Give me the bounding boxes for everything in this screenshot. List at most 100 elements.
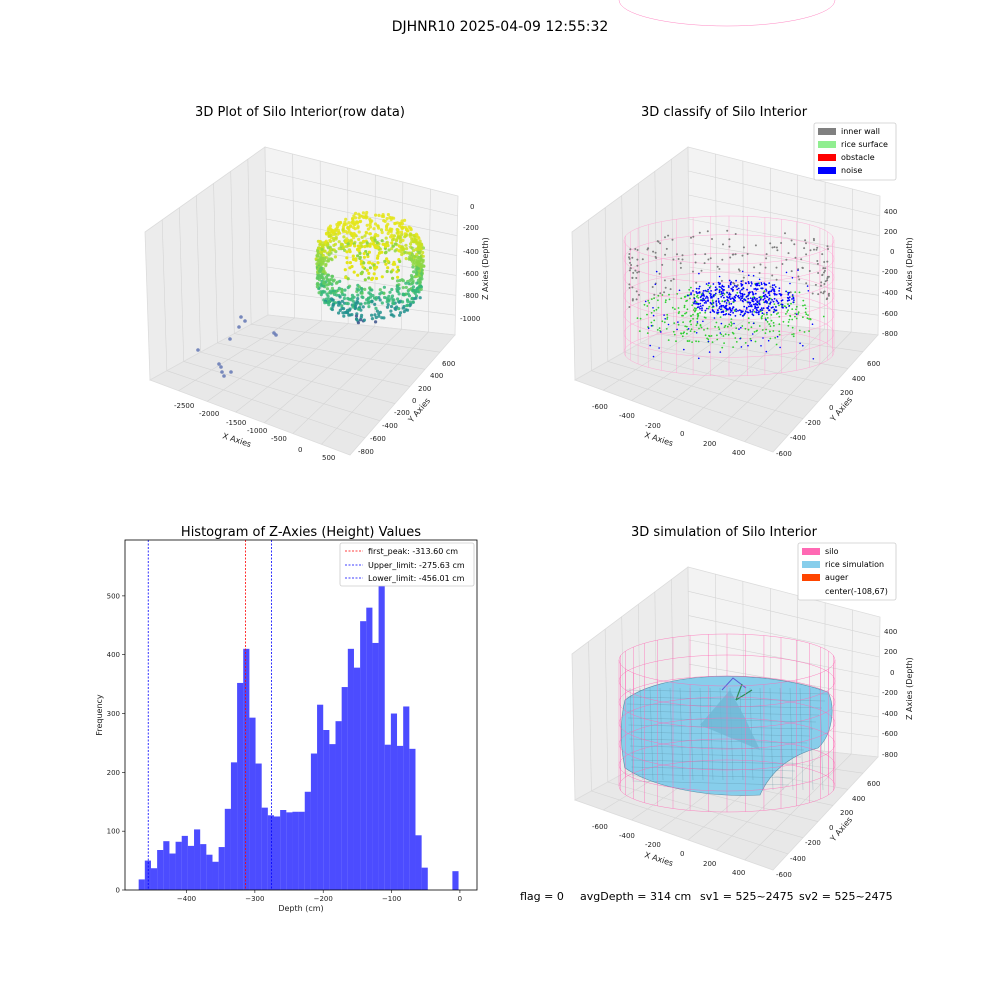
scatter-point: [397, 244, 401, 248]
inner-wall-point: [636, 264, 639, 267]
legend-swatch: [802, 574, 820, 581]
noise-point: [728, 303, 731, 305]
inner-wall-point: [793, 243, 796, 246]
scatter-point: [345, 256, 349, 260]
noise-point: [752, 274, 755, 277]
scatter-point: [330, 274, 334, 278]
rice-surface-point: [681, 335, 684, 338]
inner-wall-point: [661, 263, 664, 266]
scatter-point: [382, 285, 386, 289]
rice-surface-point: [688, 288, 691, 291]
inner-wall-point: [731, 253, 734, 256]
inner-wall-point: [737, 268, 740, 271]
noise-point: [714, 292, 717, 295]
rice-surface-point: [636, 317, 639, 319]
rice-surface-point: [685, 311, 688, 314]
noise-point: [734, 284, 736, 287]
scatter-point: [389, 270, 393, 274]
rice-surface-point: [734, 337, 737, 339]
scatter-point: [420, 277, 424, 281]
rice-surface-point: [718, 288, 721, 291]
rice-surface-point: [680, 332, 682, 335]
inner-wall-point: [681, 258, 684, 261]
rice-surface-point: [769, 337, 772, 340]
rice-surface-point: [646, 305, 649, 307]
scatter-point: [345, 301, 349, 306]
noise-point: [677, 321, 679, 323]
scatter-point: [411, 289, 415, 293]
noise-point: [732, 289, 734, 291]
scatter-point: [373, 222, 378, 226]
rice-surface-point: [693, 307, 696, 309]
rice-surface-point: [768, 323, 771, 325]
inner-wall-point: [824, 280, 827, 283]
noise-point: [716, 288, 718, 290]
scatter-point: [351, 233, 356, 237]
scatter-point: [370, 317, 374, 321]
noise-point: [698, 272, 700, 275]
noise-point: [749, 301, 752, 304]
rice-surface-point: [686, 299, 688, 302]
noise-point: [695, 287, 698, 290]
noise-point: [718, 275, 721, 278]
rice-surface-point: [761, 315, 764, 317]
rice-surface-point: [684, 325, 687, 328]
inner-wall-point: [672, 258, 675, 261]
histogram-ytick-label: 100: [107, 828, 120, 836]
rice-surface-point: [723, 326, 726, 329]
noise-point: [743, 293, 746, 296]
scatter-point: [390, 287, 394, 292]
scatter-point: [386, 259, 390, 263]
scatter-point: [367, 250, 371, 254]
noise-point: [787, 293, 790, 296]
rice-surface-point: [684, 312, 686, 315]
noise-point: [751, 313, 754, 316]
rice-surface-point: [723, 342, 725, 344]
histogram-xtick-label: −100: [382, 895, 401, 903]
scatter-point: [222, 374, 226, 378]
rice-surface-point: [797, 311, 800, 314]
xtick: -200: [645, 841, 661, 849]
scatter-point: [385, 305, 390, 309]
scatter-point: [368, 222, 372, 227]
rice-surface-point: [725, 310, 727, 312]
rice-surface-point: [741, 325, 744, 327]
scatter-point: [360, 291, 364, 295]
noise-point: [734, 299, 736, 302]
scatter-point: [330, 286, 334, 290]
noise-point: [750, 305, 753, 308]
histogram-bar: [243, 648, 250, 890]
rice-surface-point: [802, 316, 804, 319]
histogram-bar: [366, 607, 373, 890]
noise-point: [742, 300, 744, 303]
rice-surface-point: [711, 341, 714, 343]
inner-wall-point: [716, 265, 719, 268]
ytick: 200: [840, 389, 853, 397]
scatter-point: [397, 300, 401, 304]
noise-point: [719, 308, 722, 311]
noise-point: [768, 297, 771, 300]
inner-wall-point: [679, 262, 682, 265]
noise-point: [713, 311, 716, 313]
rice-surface-point: [638, 330, 641, 332]
rice-surface-point: [808, 330, 810, 332]
noise-point: [710, 302, 713, 305]
rice-surface-point: [768, 330, 771, 333]
scatter-point: [411, 300, 415, 304]
inner-wall-point: [664, 236, 666, 239]
noise-point: [772, 311, 775, 314]
noise-point: [723, 296, 725, 299]
scatter-point: [415, 281, 419, 285]
inner-wall-point: [765, 257, 768, 260]
noise-point: [750, 304, 753, 306]
noise-point: [702, 320, 704, 323]
scatter-point: [399, 247, 403, 251]
inner-wall-point: [658, 272, 661, 275]
noise-point: [698, 287, 700, 290]
histogram-bar: [341, 687, 348, 890]
rice-surface-point: [694, 310, 696, 313]
noise-point: [806, 285, 809, 287]
noise-point: [708, 286, 711, 289]
scatter-point: [368, 244, 372, 248]
rice-surface-point: [787, 321, 790, 323]
